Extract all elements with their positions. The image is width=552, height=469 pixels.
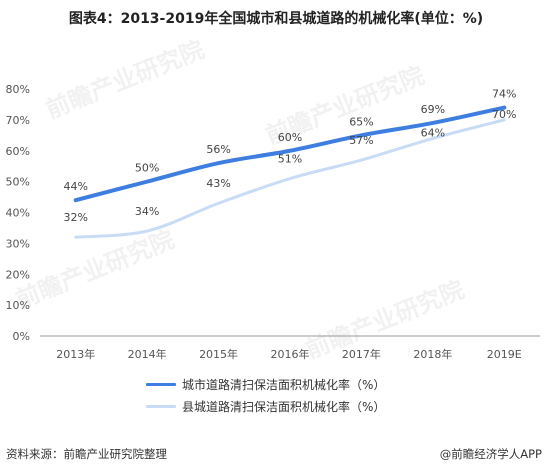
y-tick-label: 50% (6, 176, 30, 189)
legend-item-urban: 城市道路清扫保洁面积机械化率（%） (146, 373, 385, 395)
data-label-county: 43% (206, 177, 230, 190)
series-line-urban (73, 105, 507, 203)
data-label-urban: 56% (206, 143, 230, 156)
data-label-urban: 74% (492, 88, 516, 101)
series-line-county (74, 118, 506, 239)
y-tick-label: 30% (6, 237, 30, 250)
y-tick-label: 60% (6, 145, 30, 158)
x-tick-label: 2013年 (56, 347, 95, 361)
brand-credit: @前瞻经济学人APP (439, 447, 542, 461)
data-label-county: 57% (349, 134, 373, 147)
legend-label-county: 县城道路清扫保洁面积机械化率（%） (182, 399, 386, 414)
x-tick-label: 2017年 (342, 347, 381, 361)
legend-label-urban: 城市道路清扫保洁面积机械化率（%） (182, 377, 386, 392)
series-lines (73, 105, 507, 239)
y-tick-label: 0% (13, 330, 30, 343)
y-tick-label: 70% (6, 114, 30, 127)
y-tick-label: 80% (6, 83, 30, 96)
data-label-urban: 44% (63, 180, 87, 193)
data-label-county: 64% (421, 126, 445, 139)
x-tick-label: 2014年 (128, 347, 167, 361)
legend-item-county: 县城道路清扫保洁面积机械化率（%） (146, 395, 385, 417)
x-tick-label: 2019E (487, 348, 522, 361)
chart-title: 图表4：2013-2019年全国城市和县城道路的机械化率(单位：%) (68, 11, 484, 27)
y-tick-label: 10% (6, 299, 30, 312)
data-label-urban: 65% (349, 115, 373, 128)
source-note: 资料来源：前瞻产业研究院整理 (6, 447, 167, 461)
data-label-urban: 50% (135, 162, 159, 175)
data-labels: 44% 50% 56% 60% 65% 69% 74% 32% 34% 43% 51% 57% 64% 7… (63, 88, 516, 225)
data-label-county: 34% (135, 205, 159, 218)
legend-swatch-urban (146, 382, 176, 386)
legend-swatch-county (146, 404, 176, 408)
footer: 资料来源：前瞻产业研究院整理 @前瞻经济学人APP (0, 446, 552, 464)
x-axis-ticks: 2013年 2014年 2015年 2016年 2017年 2018年 2019E (56, 347, 522, 361)
data-label-county: 51% (278, 153, 302, 166)
x-tick-label: 2015年 (199, 347, 238, 361)
line-chart: 0%10%20%30%40%50%60%70%80% 2013年 2014年 201… (6, 83, 540, 361)
y-tick-label: 40% (6, 207, 30, 220)
data-label-urban: 69% (421, 103, 445, 116)
legend: 城市道路清扫保洁面积机械化率（%） 县城道路清扫保洁面积机械化率（%） (146, 373, 385, 417)
data-label-county: 32% (63, 211, 87, 224)
y-axis-ticks: 0% 10% 20% 30% 40% 50% 60% 70% 80% (6, 83, 30, 343)
x-tick-label: 2018年 (413, 347, 452, 361)
data-label-urban: 60% (278, 131, 302, 144)
data-label-county: 70% (492, 108, 516, 121)
x-tick-label: 2016年 (271, 347, 310, 361)
y-tick-label: 20% (6, 268, 30, 281)
